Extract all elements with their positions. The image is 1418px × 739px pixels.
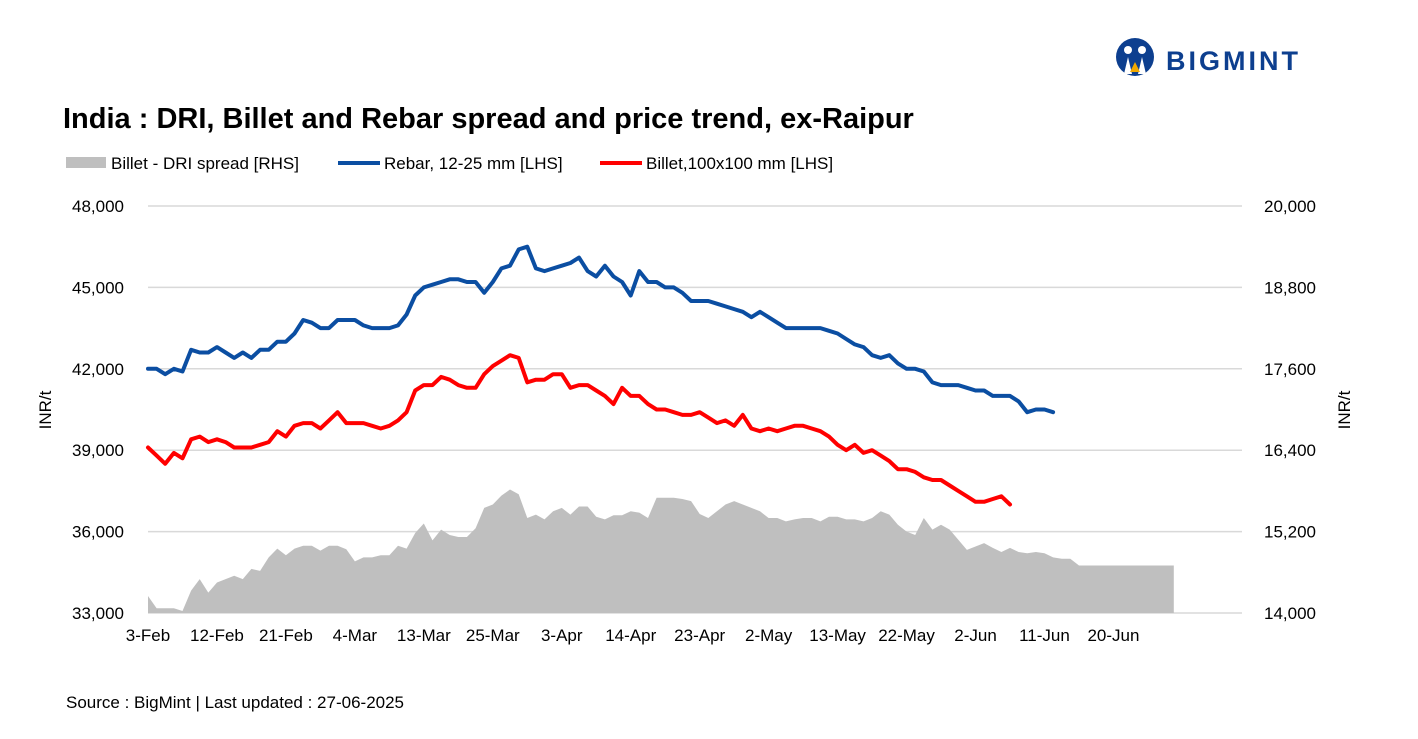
y-right-tick-label: 20,000 bbox=[1264, 197, 1316, 216]
x-tick-label: 3-Feb bbox=[126, 626, 170, 645]
y-left-tick-label: 39,000 bbox=[72, 441, 124, 460]
legend-label-rebar: Rebar, 12-25 mm [LHS] bbox=[384, 154, 563, 173]
series-line-billet bbox=[146, 353, 1012, 507]
series-area-billet-dri-spread bbox=[148, 489, 1174, 613]
x-tick-label: 11-Jun bbox=[1019, 626, 1070, 645]
x-tick-label: 23-Apr bbox=[674, 626, 725, 645]
legend-swatch-spread bbox=[66, 157, 106, 168]
y-left-tick-label: 48,000 bbox=[72, 197, 124, 216]
x-tick-label: 13-Mar bbox=[397, 626, 451, 645]
brand-name: BIGMINT bbox=[1166, 46, 1301, 76]
y-axis-right-ticks: 14,000 15,200 16,400 17,600 18,800 20,000 bbox=[1264, 197, 1316, 623]
legend-item-rebar: Rebar, 12-25 mm [LHS] bbox=[338, 154, 563, 173]
x-tick-label: 14-Apr bbox=[605, 626, 656, 645]
series-line-rebar bbox=[146, 244, 1056, 415]
y-left-tick-label: 45,000 bbox=[72, 278, 124, 297]
bigmint-logo-mark bbox=[1116, 38, 1154, 76]
legend-item-spread: Billet - DRI spread [RHS] bbox=[66, 154, 299, 173]
x-tick-label: 2-May bbox=[745, 626, 793, 645]
y-left-tick-label: 42,000 bbox=[72, 360, 124, 379]
y-axis-right-label: INR/t bbox=[1335, 390, 1354, 429]
x-tick-label: 20-Jun bbox=[1087, 626, 1139, 645]
legend: Billet - DRI spread [RHS] Rebar, 12-25 m… bbox=[66, 154, 833, 173]
y-right-tick-label: 14,000 bbox=[1264, 604, 1316, 623]
y-left-tick-label: 33,000 bbox=[72, 604, 124, 623]
y-left-tick-label: 36,000 bbox=[72, 523, 124, 542]
x-tick-label: 25-Mar bbox=[466, 626, 520, 645]
chart-title: India : DRI, Billet and Rebar spread and… bbox=[63, 103, 914, 135]
y-right-tick-label: 17,600 bbox=[1264, 360, 1316, 379]
legend-item-billet: Billet,100x100 mm [LHS] bbox=[600, 154, 833, 173]
bigmint-logo: BIGMINT bbox=[1116, 38, 1301, 76]
x-tick-label: 3-Apr bbox=[541, 626, 583, 645]
y-right-tick-label: 18,800 bbox=[1264, 278, 1316, 297]
y-axis-left-ticks: 33,000 36,000 39,000 42,000 45,000 48,000 bbox=[72, 197, 124, 623]
source-note: Source : BigMint | Last updated : 27-06-… bbox=[66, 693, 404, 712]
y-right-tick-label: 16,400 bbox=[1264, 441, 1316, 460]
x-axis-ticks: 3-Feb 12-Feb 21-Feb 4-Mar 13-Mar 25-Mar 3-Apr 1… bbox=[126, 626, 1140, 645]
x-tick-label: 21-Feb bbox=[259, 626, 313, 645]
x-tick-label: 12-Feb bbox=[190, 626, 244, 645]
x-tick-label: 4-Mar bbox=[333, 626, 378, 645]
x-tick-label: 2-Jun bbox=[954, 626, 997, 645]
legend-label-spread: Billet - DRI spread [RHS] bbox=[111, 154, 299, 173]
y-axis-left-label: INR/t bbox=[36, 390, 55, 429]
y-right-tick-label: 15,200 bbox=[1264, 523, 1316, 542]
x-tick-label: 13-May bbox=[809, 626, 866, 645]
x-tick-label: 22-May bbox=[878, 626, 935, 645]
legend-label-billet: Billet,100x100 mm [LHS] bbox=[646, 154, 833, 173]
